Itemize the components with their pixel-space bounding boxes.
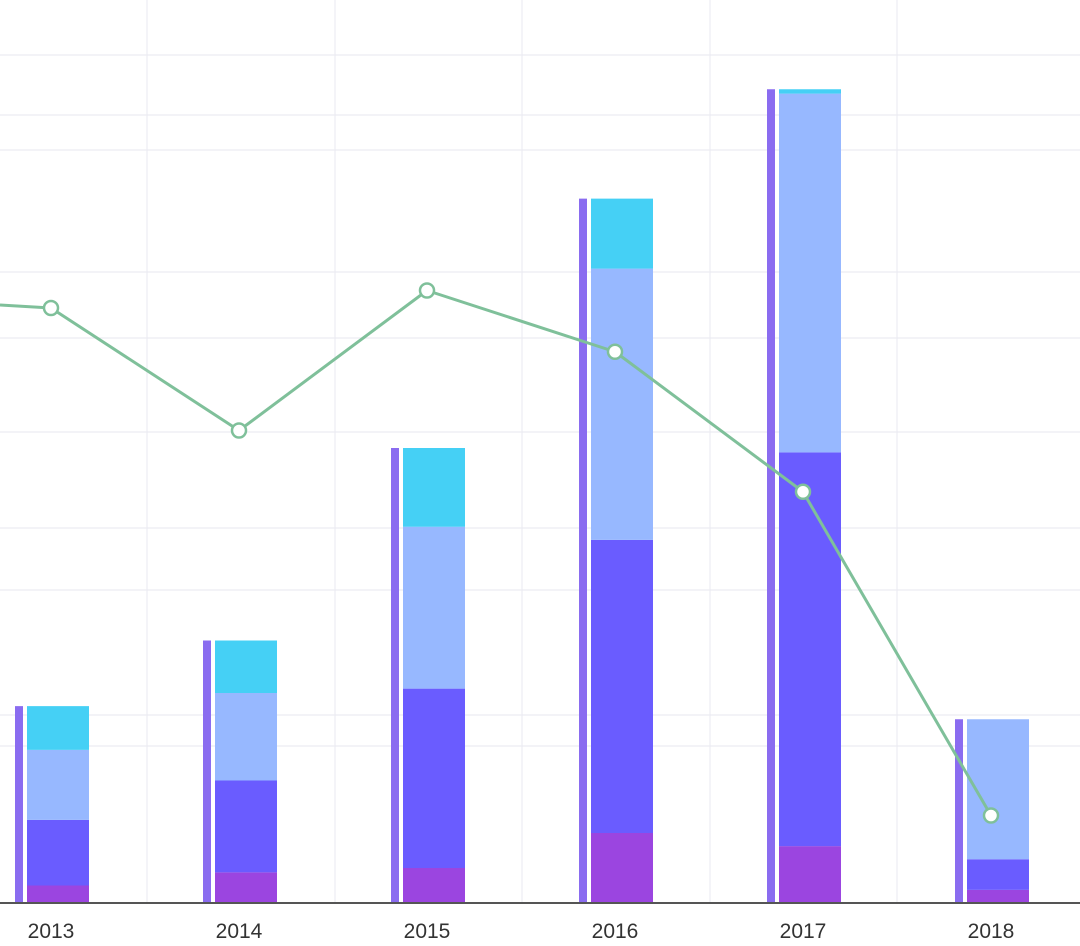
line-point-2013 [42, 299, 60, 317]
bar-2016-segment-1 [591, 833, 653, 903]
line-point-2017 [794, 483, 812, 500]
grid [0, 0, 1080, 903]
x-tick-label-2017: 2017 [780, 920, 827, 943]
total-marker-2015 [391, 448, 399, 903]
bar-2015-segment-3 [403, 526, 465, 689]
x-tick-label-2014: 2014 [216, 920, 263, 943]
bar-2014-segment-1 [215, 872, 277, 903]
x-tick-label-2013: 2013 [28, 920, 75, 943]
bar-2014-segment-4 [215, 640, 277, 693]
bar-2014-segment-3 [215, 693, 277, 781]
bar-2013-segment-1 [27, 885, 89, 903]
total-marker-2016 [579, 198, 587, 903]
bar-2013-segment-4 [27, 706, 89, 750]
bar-2013-segment-3 [27, 749, 89, 820]
line-series [0, 282, 1000, 824]
bar-2018-segment-2 [967, 859, 1029, 890]
total-marker-2017 [767, 89, 775, 903]
line-point-2014 [230, 422, 248, 439]
bar-2017-segment-1 [779, 846, 841, 903]
bar-2015-segment-4 [403, 448, 465, 527]
total-marker-2018 [955, 719, 963, 903]
bar-2017-segment-4 [779, 89, 841, 94]
x-tick-label-2015: 2015 [404, 920, 451, 943]
bar-2014-segment-2 [215, 780, 277, 873]
bar-2013-segment-2 [27, 819, 89, 886]
bar-2016-segment-4 [591, 198, 653, 269]
bar-2018-segment-1 [967, 889, 1029, 903]
line-path [0, 289, 993, 817]
bar-2017-segment-3 [779, 93, 841, 453]
total-marker-2014 [203, 640, 211, 903]
x-tick-labels: 2013 2014 2015 2016 2017 2018 [28, 920, 1015, 943]
x-tick-label-2016: 2016 [592, 920, 639, 943]
total-marker-2013 [15, 706, 23, 903]
bars [15, 89, 1029, 903]
bar-2015-segment-2 [403, 688, 465, 868]
bar-2015-segment-1 [403, 868, 465, 903]
line-point-2015 [418, 282, 436, 299]
bar-2016-segment-2 [591, 539, 653, 833]
line-point-2016 [606, 343, 624, 360]
bar-2016-segment-3 [591, 268, 653, 540]
line-point-2018 [982, 807, 1000, 824]
bar-2017-segment-2 [779, 452, 841, 847]
x-tick-label-2018: 2018 [968, 920, 1015, 943]
